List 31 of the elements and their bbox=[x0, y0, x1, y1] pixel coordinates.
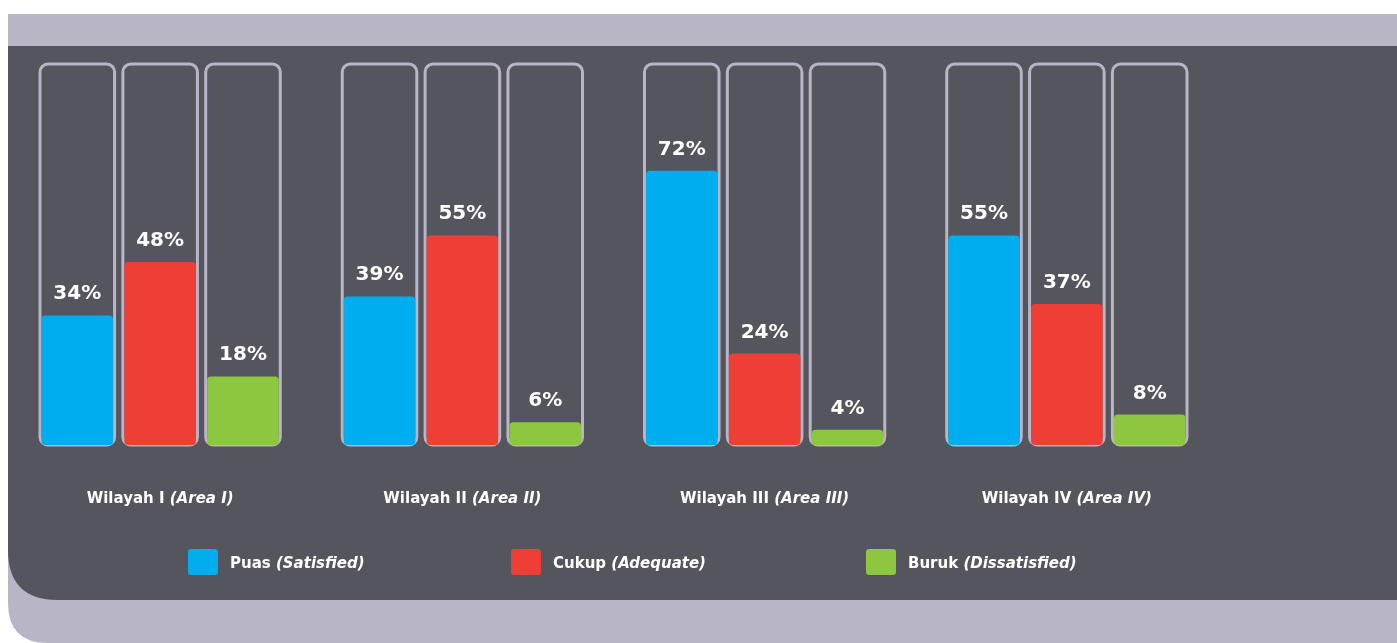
bar bbox=[728, 353, 801, 445]
bar bbox=[1031, 304, 1103, 445]
bar bbox=[207, 376, 279, 445]
x-tick-label: Wilayah I (Area I) bbox=[86, 489, 234, 507]
bar bbox=[343, 296, 416, 445]
data-label: 8% bbox=[1132, 379, 1167, 404]
data-label: 55% bbox=[438, 200, 487, 225]
bar bbox=[124, 262, 196, 445]
legend-label: Puas (Satisfied) bbox=[230, 554, 365, 572]
legend-label: Buruk (Dissatisfied) bbox=[908, 554, 1077, 572]
legend-label: Cukup (Adequate) bbox=[553, 554, 706, 572]
data-label: 37% bbox=[1042, 269, 1091, 294]
data-label: 34% bbox=[53, 280, 102, 305]
bar bbox=[1113, 414, 1186, 445]
data-label: 55% bbox=[960, 200, 1008, 225]
bar bbox=[645, 170, 718, 445]
bar bbox=[41, 315, 114, 445]
data-label: 6% bbox=[528, 387, 563, 412]
data-label: 4% bbox=[830, 394, 865, 419]
data-label: 48% bbox=[136, 227, 185, 252]
x-tick-label: Wilayah II (Area II) bbox=[383, 489, 542, 507]
bar bbox=[948, 235, 1020, 445]
bar bbox=[426, 235, 499, 445]
bar bbox=[509, 422, 582, 445]
bar bbox=[811, 429, 884, 445]
data-label: 39% bbox=[355, 261, 404, 286]
data-label: 18% bbox=[219, 341, 267, 366]
x-tick-label: Wilayah III (Area III) bbox=[679, 489, 850, 507]
x-tick-label: Wilayah IV (Area IV) bbox=[981, 489, 1152, 507]
data-label: 72% bbox=[657, 135, 706, 160]
data-label: 24% bbox=[740, 318, 789, 343]
